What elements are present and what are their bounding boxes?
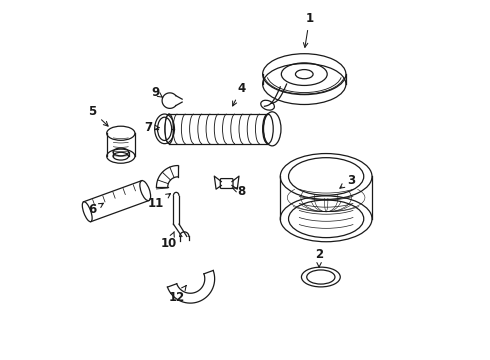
Text: 9: 9	[151, 86, 163, 99]
Text: 11: 11	[147, 194, 171, 211]
Text: 2: 2	[315, 248, 323, 267]
Text: 3: 3	[340, 174, 355, 188]
Text: 12: 12	[169, 285, 186, 303]
Text: 8: 8	[232, 185, 245, 198]
Text: 1: 1	[303, 12, 314, 47]
Text: 6: 6	[89, 203, 103, 216]
Text: 10: 10	[161, 231, 177, 250]
Text: 4: 4	[233, 82, 245, 106]
Text: 5: 5	[89, 105, 108, 126]
Text: 7: 7	[144, 121, 159, 134]
